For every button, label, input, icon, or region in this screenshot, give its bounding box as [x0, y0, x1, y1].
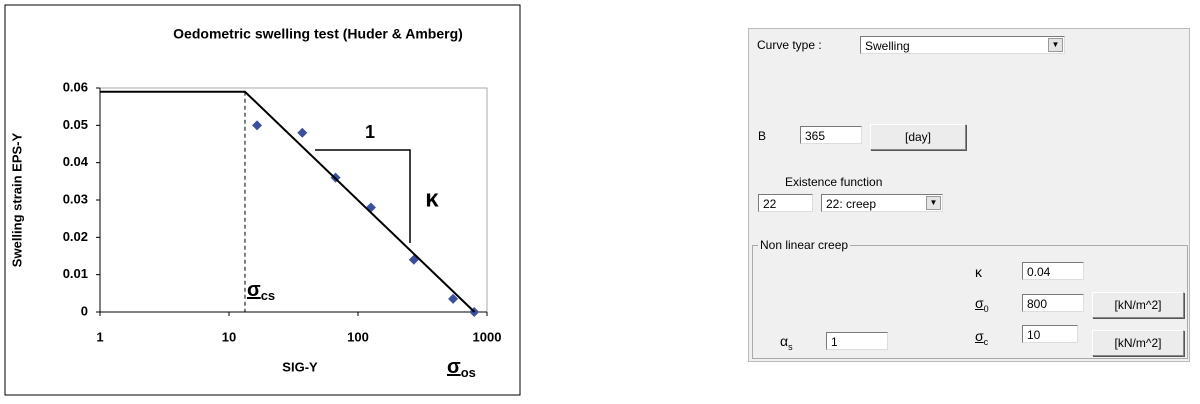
data-point	[252, 120, 263, 131]
slope-triangle	[315, 149, 411, 243]
y-tick-label: 0.04	[63, 154, 89, 169]
label: αs	[780, 333, 793, 352]
button[interactable]: [kN/m^2]	[1092, 330, 1184, 356]
select[interactable]: Swelling ▼	[860, 36, 1065, 54]
input[interactable]: 1	[826, 332, 888, 350]
y-tick-label: 0	[81, 303, 88, 318]
select[interactable]: 22: creep ▼	[821, 194, 943, 212]
label: Existence function	[785, 175, 883, 189]
y-tick-label: 0.01	[63, 266, 88, 281]
y-tick-label: 0.02	[63, 229, 88, 244]
subscript: s	[788, 341, 793, 352]
label: B	[758, 129, 767, 143]
symbol: σ	[975, 295, 984, 311]
input[interactable]: 365	[800, 126, 862, 144]
button[interactable]: [day]	[870, 124, 966, 150]
x-tick-label: 1000	[473, 329, 502, 344]
input[interactable]: 10	[1022, 325, 1078, 343]
sigma-cs: σcs	[247, 279, 275, 303]
label: σ0	[975, 295, 989, 314]
y-tick-label: 0.05	[63, 117, 88, 132]
subscript: c	[983, 336, 989, 347]
x-axis-label: SIG-Y	[282, 359, 318, 374]
symbol: α	[780, 333, 789, 349]
sigma-symbol: σ	[447, 356, 461, 378]
chart-frame	[4, 4, 521, 396]
chart-title: Oedometric swelling test (Huder & Amberg…	[173, 26, 463, 42]
label: σc	[975, 328, 988, 347]
select-value: 22: creep	[826, 197, 877, 211]
x-tick-label: 10	[222, 329, 236, 344]
label: Curve type :	[757, 38, 822, 52]
sigma-subscript: os	[461, 365, 476, 380]
subscript: 0	[983, 303, 989, 314]
group-box	[752, 245, 1188, 359]
select-value: Swelling	[865, 39, 910, 53]
y-axis-label: Swelling strain EPS-Y	[9, 132, 24, 267]
input[interactable]: 0.04	[1022, 262, 1084, 280]
symbol: σ	[975, 328, 984, 344]
sigma-subscript: cs	[261, 288, 275, 303]
y-tick-label: 0.03	[63, 191, 88, 206]
slope-rise: κ	[425, 185, 439, 212]
data-point	[297, 127, 308, 138]
label: κ	[975, 264, 982, 280]
button[interactable]: [kN/m^2]	[1092, 292, 1184, 318]
dropdown-arrow[interactable]: ▼	[1048, 38, 1063, 52]
sigma-symbol: σ	[247, 279, 261, 301]
input[interactable]: 800	[1022, 294, 1084, 312]
data-point	[448, 293, 459, 304]
y-tick-label: 0.06	[63, 79, 88, 94]
model-line	[100, 90, 476, 313]
group-title: Non linear creep	[758, 238, 851, 252]
input[interactable]: 22	[758, 194, 813, 212]
x-tick-label: 100	[347, 329, 369, 344]
x-tick-label: 1	[96, 329, 103, 344]
chart: Oedometric swelling test (Huder & Amberg…	[4, 4, 521, 396]
dropdown-arrow[interactable]: ▼	[926, 196, 941, 210]
sigma-os: σos	[447, 356, 476, 380]
slope-run: 1	[365, 122, 375, 142]
